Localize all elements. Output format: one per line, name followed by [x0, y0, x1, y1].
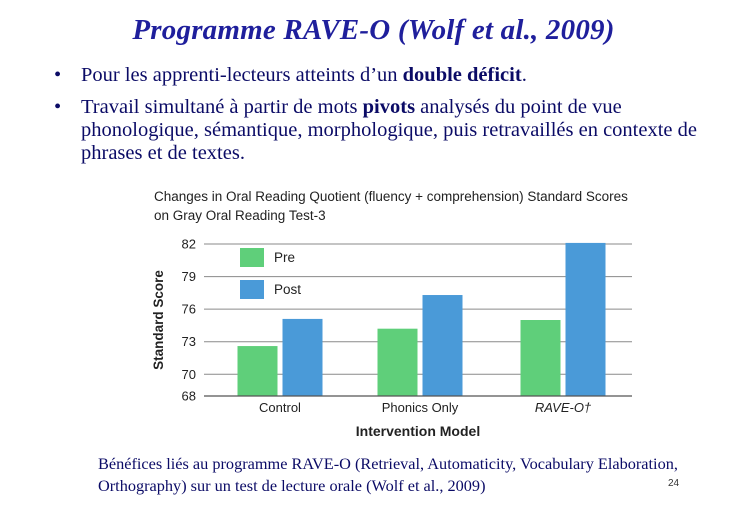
bar-pre-0: [237, 346, 278, 396]
bullet-dot: •: [54, 96, 62, 118]
chart-title: Changes in Oral Reading Quotient (fluenc…: [154, 189, 628, 223]
figure-caption: Bénéfices liés au programme RAVE-O (Retr…: [98, 454, 678, 495]
bullet-bold-text: double déficit: [402, 64, 522, 86]
y-tick-label: 70: [182, 367, 196, 382]
bar-pre-2: [520, 320, 561, 396]
x-category-label: Control: [259, 400, 301, 415]
bullet-text-end: analysés du point de vue phonologique, s…: [81, 96, 697, 164]
bullet-list: • Pour les apprenti-lecteurs atteints d’u…: [54, 64, 724, 174]
y-tick-label: 79: [182, 269, 196, 284]
y-tick-label: 82: [182, 237, 196, 252]
y-tick-label: 73: [182, 334, 196, 349]
bar-post-2: [565, 242, 606, 396]
x-axis-title: Intervention Model: [356, 423, 480, 439]
y-tick-label: 76: [182, 302, 196, 317]
bullet-dot: •: [54, 64, 62, 86]
bullet-bold-text: pivots: [362, 96, 416, 118]
y-tick-label: 68: [182, 389, 196, 404]
bullet-item: • Travail simultané à partir de mots pivo…: [54, 96, 724, 165]
legend-label-pre: Pre: [274, 250, 295, 265]
bar-pre-1: [377, 328, 418, 396]
legend-swatch-pre: [240, 248, 264, 267]
bar-post-0: [282, 318, 323, 396]
page-number: 24: [668, 478, 680, 489]
bullet-text-end: .: [521, 64, 527, 86]
x-category-label: Phonics Only: [382, 400, 459, 415]
bullet-text: Travail simultané à partir de mots: [81, 96, 363, 118]
legend-label-post: Post: [274, 282, 301, 297]
bar-chart: 68 70 73 76 79 82 Standard Score Control Phonics…: [151, 237, 632, 439]
bullet-item: • Pour les apprenti-lecteurs atteints d’u…: [54, 64, 724, 87]
bar-post-1: [422, 295, 463, 396]
y-axis-title: Standard Score: [151, 270, 166, 370]
bullet-text: Pour les apprenti-lecteurs atteints d’un: [81, 64, 403, 86]
slide-title: Programme RAVE-O (Wolf et al., 2009): [132, 14, 615, 46]
legend-swatch-post: [240, 280, 264, 299]
x-category-label: RAVE-O†: [535, 400, 592, 415]
